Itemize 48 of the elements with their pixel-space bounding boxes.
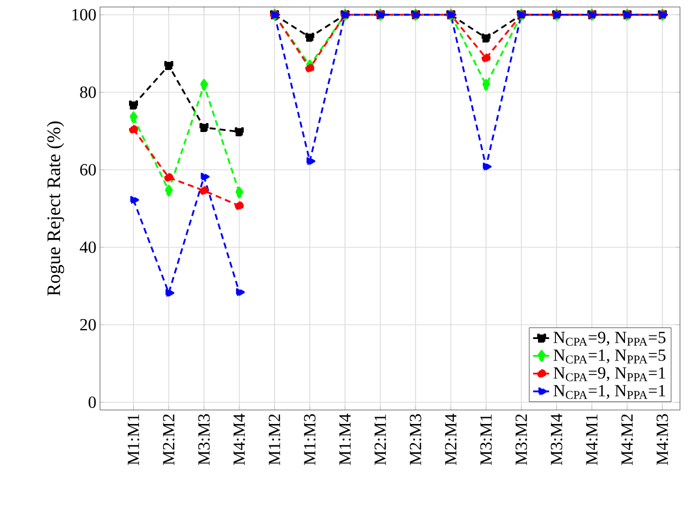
y-axis-title: Rogue Reject Rate (%) [46,121,64,296]
point [200,186,209,196]
point [129,124,138,134]
point [164,184,174,197]
point [236,287,245,298]
point [164,61,174,70]
point [199,78,209,91]
x-tick-label: M3:M4 [550,414,562,465]
point [128,111,138,124]
legend-label: N$_{CPA}$=9, N$_{PPA}$=5 [554,332,666,346]
point [130,195,140,205]
point [129,100,138,110]
x-tick-label: M4:M2 [621,414,633,465]
point [200,172,210,182]
x-tick-label: M4:M4 [234,414,245,465]
point [306,156,316,166]
point [200,123,209,132]
legend-label: N$_{CPA}$=1, N$_{PPA}$=1 [554,384,666,399]
point [481,78,491,91]
y-tick-label: 60 [80,164,96,176]
x-tick-label: M1:M2 [268,414,280,465]
x-tick-label: M1:M1 [128,414,140,465]
point [166,288,174,298]
y-tick-label: 0 [88,396,96,408]
y-tick-label: 40 [80,242,96,253]
x-tick-label: M2:M2 [163,414,174,465]
x-tick-label: M1:M3 [304,414,316,465]
point [482,33,491,42]
x-tick-label: M3:M2 [516,414,528,465]
legend-label: N$_{CPA}$=9, N$_{PPA}$=1 [554,367,666,382]
point [305,32,314,42]
x-tick-label: M3:M1 [480,414,492,465]
x-tick-label: M1:M4 [339,414,351,465]
y-tick-label: 100 [72,9,96,20]
x-tick-label: M2:M1 [374,414,386,465]
point [482,162,492,172]
x-tick-label: M4:M1 [586,414,598,465]
x-tick-label: M3:M3 [198,414,210,465]
point [234,127,244,136]
y-tick-label: 80 [80,86,96,98]
point [234,201,244,210]
point [164,172,174,182]
x-tick-label: M4:M3 [656,414,668,465]
legend-label: N$_{CPA}$=1, N$_{PPA}$=5 [554,350,666,364]
x-tick-label: M2:M4 [445,414,457,465]
x-tick-label: M2:M3 [410,414,422,465]
point [234,186,244,199]
y-tick-label: 20 [80,319,96,330]
